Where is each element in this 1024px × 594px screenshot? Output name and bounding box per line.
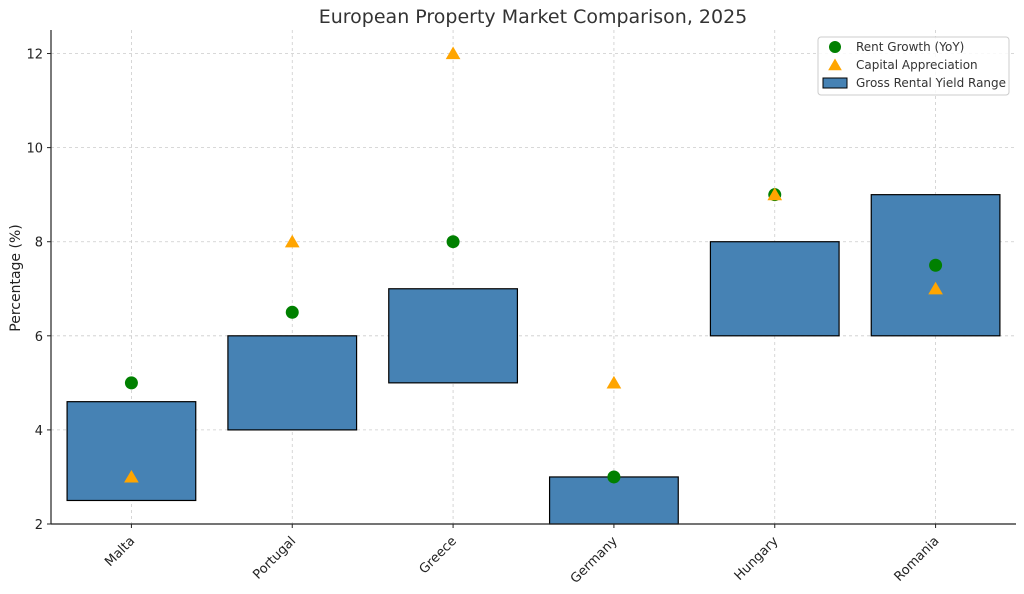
y-tick-label: 12 — [26, 48, 43, 63]
rent-growth-point — [285, 305, 299, 319]
rent-growth-point — [124, 376, 138, 390]
capital-appreciation-point — [284, 234, 300, 248]
capital-appreciation-point — [124, 469, 139, 483]
x-tick-label: Malta — [102, 534, 138, 570]
markers — [124, 46, 943, 484]
range-bars — [66, 194, 1001, 525]
yield-range-bar — [548, 476, 679, 525]
legend-label: Gross Rental Yield Range — [856, 76, 1006, 90]
y-tick-label: 2 — [35, 518, 43, 533]
x-tick-label: Romania — [892, 534, 943, 585]
yield-range-bar — [227, 335, 358, 431]
y-tick-label: 8 — [35, 236, 43, 251]
rent-growth-point — [446, 235, 460, 249]
capital-appreciation-point — [767, 187, 783, 201]
y-axis-label: Percentage (%) — [8, 224, 24, 331]
x-tick-label: Portugal — [250, 534, 299, 583]
yield-range-bar — [388, 288, 519, 384]
legend-label: Capital Appreciation — [856, 58, 978, 72]
chart-title: European Property Market Comparison, 202… — [319, 6, 748, 28]
legend-swatch-yield-range — [822, 77, 848, 89]
rent-growth-point — [607, 470, 621, 484]
capital-appreciation-point — [928, 281, 943, 295]
x-tick-label: Germany — [568, 534, 621, 587]
legend-label: Rent Growth (YoY) — [856, 40, 964, 54]
capital-appreciation-point — [606, 375, 622, 389]
axes: 2 4 6 8 10 12 Malta Portugal Greece Germany Hungar… — [26, 30, 1016, 587]
y-tick-label: 10 — [26, 142, 43, 157]
capital-appreciation-point — [445, 46, 461, 60]
legend-swatch-capital-appreciation — [828, 58, 842, 71]
x-tick-label: Hungary — [732, 534, 782, 584]
y-tick-label: 6 — [35, 330, 43, 345]
yield-range-bar — [66, 401, 197, 502]
legend-box — [817, 36, 1010, 96]
yield-range-bar — [870, 194, 1001, 337]
rent-growth-point — [929, 258, 943, 272]
legend: Rent Growth (YoY) Capital Appreciation Gro… — [817, 36, 1010, 96]
y-tick-label: 4 — [35, 424, 43, 439]
legend-swatch-rent-growth — [829, 41, 841, 53]
x-tick-label: Greece — [417, 534, 460, 577]
yield-range-bar — [709, 241, 840, 337]
